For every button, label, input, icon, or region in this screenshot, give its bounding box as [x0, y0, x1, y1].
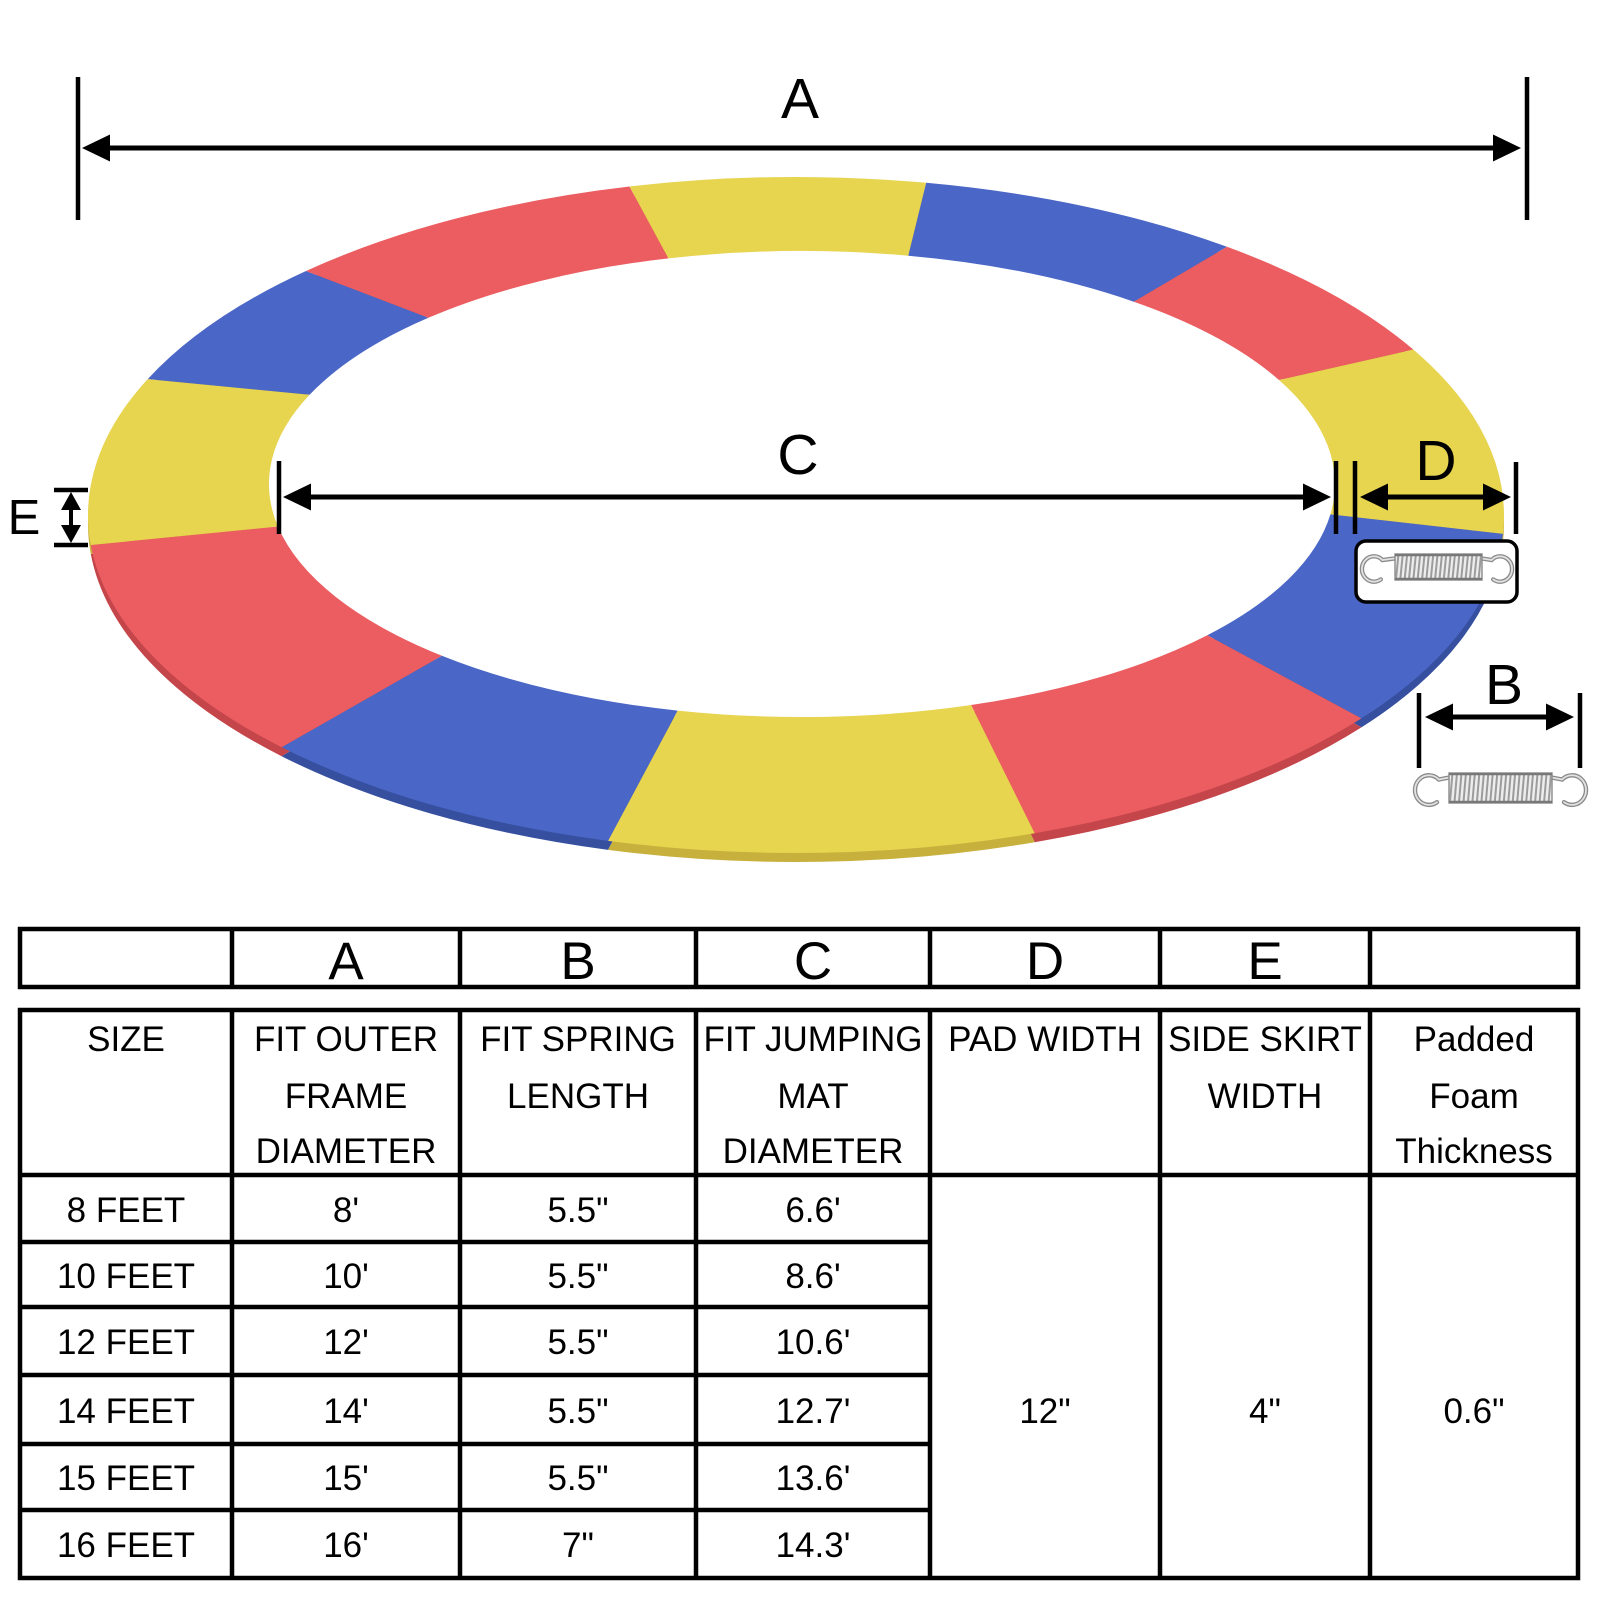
svg-text:10': 10': [323, 1257, 369, 1296]
svg-text:7": 7": [562, 1526, 594, 1565]
svg-text:14 FEET: 14 FEET: [57, 1392, 195, 1431]
svg-text:8': 8': [333, 1191, 359, 1230]
svg-text:WIDTH: WIDTH: [1208, 1077, 1323, 1116]
svg-text:A: A: [781, 67, 819, 131]
svg-text:C: C: [794, 932, 832, 991]
svg-text:13.6': 13.6': [776, 1459, 851, 1498]
svg-text:FIT OUTER: FIT OUTER: [254, 1020, 438, 1059]
svg-text:5.5": 5.5": [547, 1191, 608, 1230]
svg-text:DIAMETER: DIAMETER: [723, 1132, 904, 1171]
svg-text:16 FEET: 16 FEET: [57, 1526, 195, 1565]
svg-text:15 FEET: 15 FEET: [57, 1459, 195, 1498]
svg-text:5.5": 5.5": [547, 1459, 608, 1498]
svg-text:14.3': 14.3': [776, 1526, 851, 1565]
svg-text:FIT SPRING: FIT SPRING: [480, 1020, 676, 1059]
svg-text:E: E: [1247, 932, 1282, 991]
svg-text:10 FEET: 10 FEET: [57, 1257, 195, 1296]
svg-text:FRAME: FRAME: [285, 1077, 408, 1116]
svg-text:MAT: MAT: [777, 1077, 848, 1116]
svg-text:SIZE: SIZE: [87, 1020, 165, 1059]
svg-text:5.5": 5.5": [547, 1392, 608, 1431]
svg-text:SIDE SKIRT: SIDE SKIRT: [1168, 1020, 1362, 1059]
svg-text:15': 15': [323, 1459, 369, 1498]
svg-text:E: E: [8, 491, 41, 545]
svg-text:5.5": 5.5": [547, 1257, 608, 1296]
svg-text:B: B: [560, 932, 595, 991]
svg-text:FIT JUMPING: FIT JUMPING: [703, 1020, 922, 1059]
svg-text:Thickness: Thickness: [1395, 1132, 1553, 1171]
svg-text:12': 12': [323, 1323, 369, 1362]
svg-text:8.6': 8.6': [785, 1257, 840, 1296]
svg-text:10.6': 10.6': [776, 1323, 851, 1362]
svg-text:D: D: [1026, 932, 1064, 991]
svg-text:5.5": 5.5": [547, 1323, 608, 1362]
svg-text:0.6": 0.6": [1443, 1392, 1504, 1431]
svg-text:14': 14': [323, 1392, 369, 1431]
svg-text:16': 16': [323, 1526, 369, 1565]
svg-text:12 FEET: 12 FEET: [57, 1323, 195, 1362]
svg-text:C: C: [777, 423, 818, 487]
svg-text:Padded: Padded: [1414, 1020, 1535, 1059]
svg-text:12.7': 12.7': [776, 1392, 851, 1431]
svg-text:8 FEET: 8 FEET: [67, 1191, 186, 1230]
svg-text:D: D: [1415, 429, 1456, 493]
svg-text:6.6': 6.6': [785, 1191, 840, 1230]
svg-text:12": 12": [1019, 1392, 1070, 1431]
svg-text:A: A: [328, 932, 364, 991]
svg-text:4": 4": [1249, 1392, 1281, 1431]
svg-text:B: B: [1485, 653, 1523, 717]
svg-text:DIAMETER: DIAMETER: [256, 1132, 437, 1171]
svg-text:LENGTH: LENGTH: [507, 1077, 649, 1116]
svg-text:Foam: Foam: [1429, 1077, 1518, 1116]
svg-text:PAD WIDTH: PAD WIDTH: [948, 1020, 1142, 1059]
